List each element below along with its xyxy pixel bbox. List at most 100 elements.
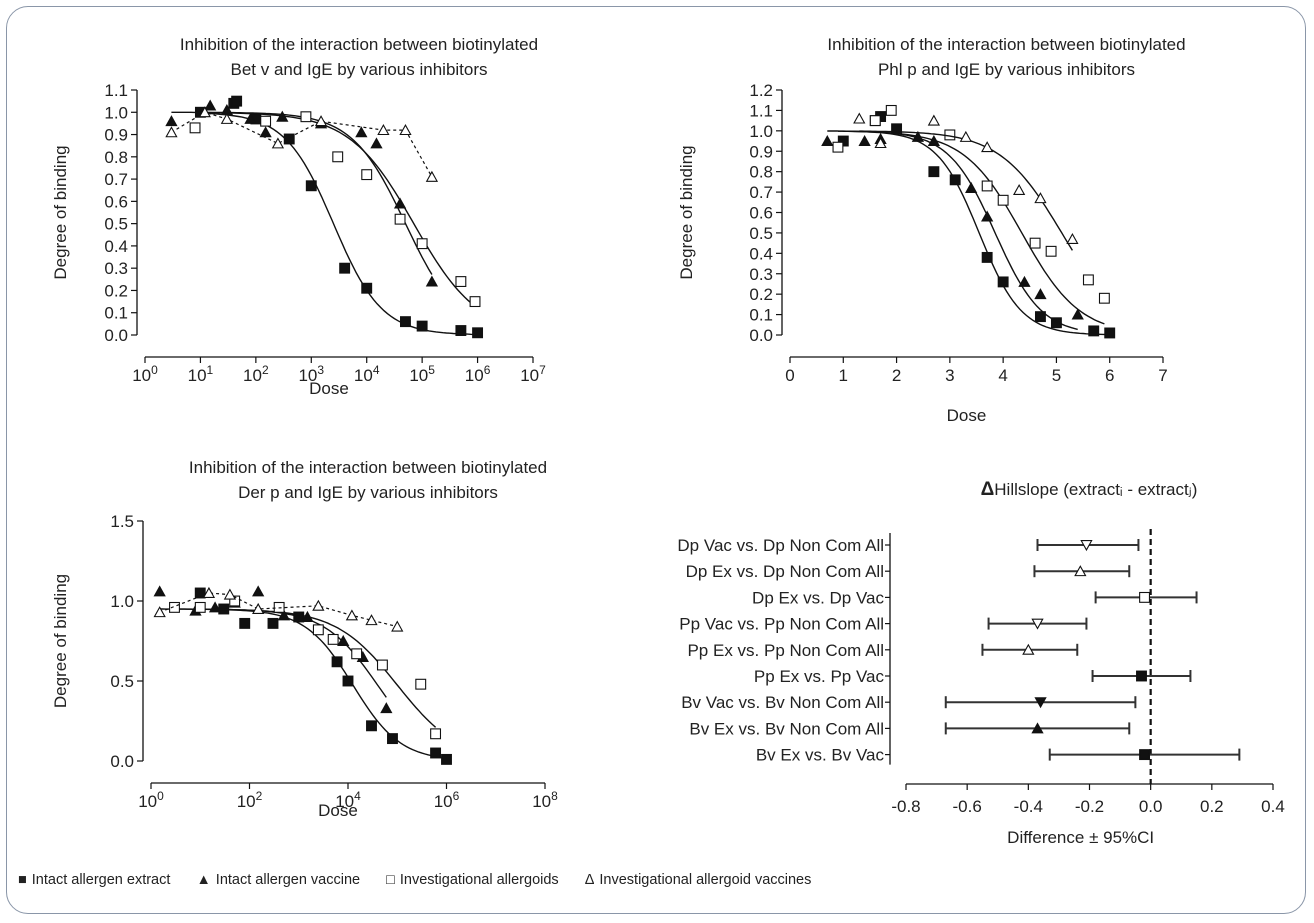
data-point [1050, 317, 1062, 329]
data-point [430, 747, 442, 759]
y-tick-label: 0.2 [104, 281, 128, 300]
data-point [949, 174, 961, 186]
x-tick-label: 103 [298, 363, 324, 385]
data-point [1082, 274, 1094, 286]
x-tick-label: 0.0 [1139, 797, 1163, 816]
dose-response-panel-2: Inhibition of the interaction between bi… [677, 35, 1186, 425]
data-point [300, 111, 312, 123]
filled-square-icon: ■ [18, 872, 27, 888]
series-open-square [189, 111, 481, 308]
data-point [194, 601, 206, 613]
data-point [153, 606, 166, 618]
data-point [1034, 192, 1047, 204]
data-point [165, 126, 178, 138]
x-tick-label: 108 [532, 789, 558, 811]
x-tick-label: 100 [138, 789, 164, 811]
y-tick-label: 0.3 [749, 265, 773, 284]
legend-item-intact-extract: ■ Intact allergen extract [18, 872, 170, 888]
data-point [198, 106, 211, 118]
fit-curve [827, 130, 1078, 331]
y-tick-label: 0.2 [749, 285, 773, 304]
forest-row: Dp Vac vs. Dp Non Com All [677, 536, 1140, 555]
series-open-square [832, 104, 1110, 325]
series-open-triangle [853, 112, 1079, 251]
y-tick-label: 0.1 [104, 304, 128, 323]
x-tick-label: 104 [354, 363, 380, 385]
fit-curve [200, 112, 478, 336]
data-point [259, 126, 272, 138]
forest-row: Bv Vac vs. Bv Non Com All [681, 693, 1137, 712]
forest-row: Dp Ex vs. Dp Vac [752, 588, 1198, 607]
legend-label: Intact allergen extract [31, 872, 171, 888]
legend-item-allergoids: □ Investigational allergoids [386, 872, 559, 888]
y-tick-label: 0.5 [104, 215, 128, 234]
x-tick-label: 104 [335, 789, 361, 811]
x-tick-label: -0.2 [1075, 797, 1104, 816]
y-tick-label: 0.0 [749, 326, 773, 345]
data-point [1104, 327, 1116, 339]
data-point [1034, 311, 1046, 323]
forest-row: Pp Ex vs. Pp Vac [754, 667, 1192, 686]
open-triangle-icon: Δ [584, 872, 595, 888]
x-tick-label: -0.4 [1014, 797, 1043, 816]
data-point [370, 137, 383, 149]
data-point [425, 170, 439, 182]
y-tick-label: 1.5 [110, 512, 134, 531]
y-tick-label: 0.5 [749, 224, 773, 243]
data-point [165, 115, 178, 127]
data-point [1018, 275, 1031, 287]
row-label: Bv Ex vs. Bv Vac [756, 746, 885, 765]
data-point [380, 702, 393, 714]
data-point [277, 609, 291, 621]
data-point [260, 115, 272, 127]
data-point [981, 210, 994, 222]
y-tick-label: 1.1 [749, 101, 773, 120]
data-point [223, 588, 237, 600]
data-point [1029, 237, 1041, 249]
x-tick-label: 100 [132, 363, 158, 385]
chart-title: Inhibition of the interaction between bi… [180, 35, 538, 54]
x-tick-label: -0.6 [953, 797, 982, 816]
y-tick-label: 0.6 [749, 204, 773, 223]
data-point [355, 126, 368, 138]
data-point [231, 95, 243, 107]
forest-row: Bv Ex vs. Bv Non Com All [689, 719, 1131, 738]
forest-row: Pp Ex vs. Pp Non Com All [687, 641, 1079, 660]
data-point [332, 151, 344, 163]
data-point [415, 678, 427, 690]
x-tick-label: 0.4 [1261, 797, 1285, 816]
data-point [1071, 308, 1084, 320]
series-filled-triangle [821, 130, 1084, 331]
series-filled-square [194, 587, 452, 765]
forest-title: ΔHillslope (extractᵢ - extractⱼ) [981, 479, 1198, 500]
x-tick-label: 3 [945, 366, 954, 385]
data-point [377, 124, 390, 136]
data-point [416, 320, 428, 332]
row-label: Pp Ex vs. Pp Vac [754, 667, 885, 686]
fit-curve [195, 111, 476, 307]
y-tick-label: 1.0 [104, 103, 128, 122]
data-point [1034, 697, 1047, 709]
series-open-triangle [165, 106, 439, 182]
data-point [858, 134, 871, 147]
data-point [472, 327, 484, 339]
y-tick-label: 0.6 [104, 192, 128, 211]
data-point [361, 169, 373, 181]
data-point [267, 617, 279, 629]
data-point [1139, 749, 1151, 761]
x-tick-label: 0.2 [1200, 797, 1224, 816]
x-tick-label: 2 [892, 366, 901, 385]
y-tick-label: 0.0 [110, 752, 134, 771]
forest-row: Dp Ex vs. Dp Non Com All [686, 562, 1131, 581]
x-tick-label: 0 [785, 366, 794, 385]
row-label: Dp Ex vs. Dp Vac [752, 588, 884, 607]
row-label: Dp Vac vs. Dp Non Com All [677, 536, 884, 555]
open-square-icon: □ [386, 872, 395, 888]
y-tick-label: 0.0 [104, 326, 128, 345]
data-point [1088, 325, 1100, 337]
data-point [416, 238, 428, 250]
data-point [441, 753, 452, 765]
data-point [853, 112, 866, 124]
x-tick-label: 105 [409, 363, 435, 385]
data-point [1074, 565, 1087, 577]
